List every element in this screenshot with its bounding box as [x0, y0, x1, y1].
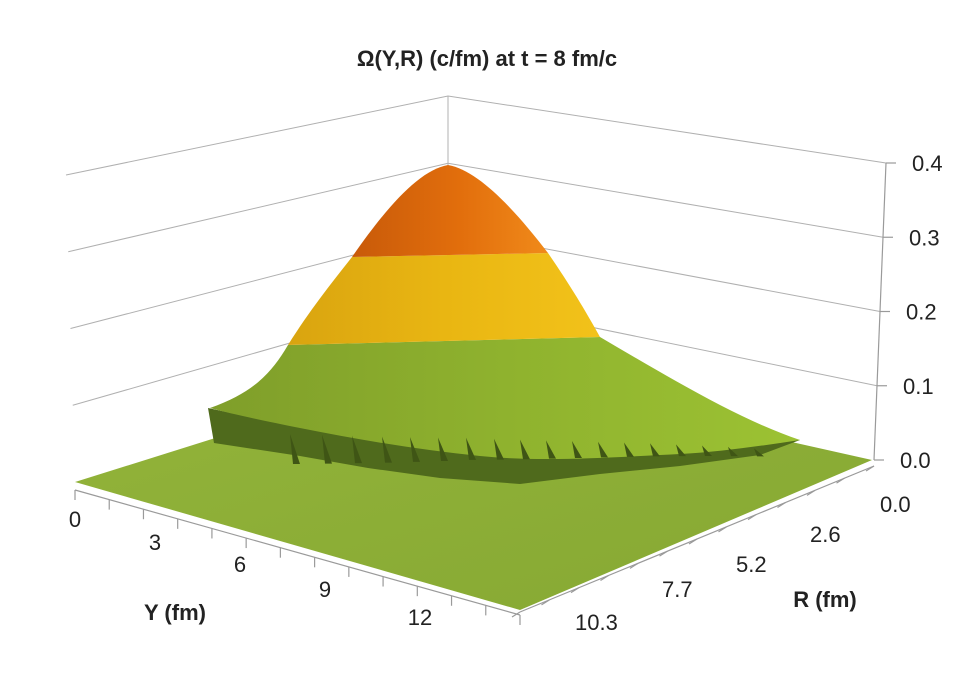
grid-line-z [65, 95, 887, 176]
x-tick-label: 9 [319, 577, 331, 602]
y-tick-mark [600, 574, 609, 582]
y-tick-mark [629, 562, 639, 569]
y-tick-mark [718, 526, 727, 533]
y-tick-mark [688, 538, 698, 545]
y-tick-mark [806, 489, 816, 496]
z-tick-label: 0.1 [903, 374, 934, 399]
x-tick-label: 3 [149, 530, 161, 555]
x-tick-label: 6 [234, 552, 246, 577]
z-tick-label: 0.0 [900, 448, 931, 473]
edge-tooth [438, 437, 448, 461]
edge-tooth [494, 438, 504, 460]
y-tick-mark [836, 477, 845, 484]
surface-edge-shadow [208, 408, 800, 484]
y-tick-mark [865, 465, 875, 472]
edge-tooth [352, 435, 362, 464]
y-tick-label: 2.6 [810, 522, 841, 547]
z-tick-label: 0.3 [909, 225, 940, 250]
y-tick-mark [659, 550, 668, 557]
edge-tooth [676, 444, 686, 457]
y-tick-label: 10.3 [575, 610, 618, 635]
x-tick-label: 12 [408, 605, 432, 630]
edge-tooth [572, 441, 582, 459]
edge-tooth [546, 440, 556, 459]
y-tick-mark [570, 587, 580, 594]
edge-tooth [728, 446, 738, 457]
surface-plot [75, 165, 872, 610]
x-axis-label: Y (fm) [144, 600, 206, 625]
edge-tooth [322, 434, 332, 464]
edge-tooth [466, 437, 476, 460]
axes [74, 162, 896, 625]
y-tick-mark [541, 599, 550, 606]
y-axis-label: R (fm) [793, 587, 857, 612]
z-tick-label: 0.2 [906, 300, 937, 325]
y-tick-label: 0.0 [880, 492, 911, 517]
y-tick-mark [747, 514, 757, 521]
surface-edge-teeth [290, 434, 764, 464]
z-axis-line [873, 162, 887, 461]
edge-tooth [702, 445, 712, 457]
edge-tooth [410, 437, 420, 462]
y-tick-label: 5.2 [736, 552, 767, 577]
x-tick-label: 0 [69, 507, 81, 532]
edge-tooth [754, 448, 764, 457]
x-axis-line [74, 489, 521, 616]
edge-tooth [624, 442, 634, 457]
z-tick-label: 0.4 [912, 151, 943, 176]
surface-band-green [210, 337, 800, 460]
tick-labels: 0.0 0.1 0.2 0.3 0.4 0 3 6 9 12 0.0 2.6 5.2 7.7 10.3 [69, 151, 943, 635]
y-tick-mark [777, 501, 786, 509]
edge-tooth [290, 434, 300, 464]
edge-tooth [650, 443, 660, 457]
edge-tooth [598, 441, 608, 458]
surface-band-orange [352, 165, 548, 257]
surface-band-yellow [288, 253, 600, 345]
y-tick-label: 7.7 [662, 577, 693, 602]
edge-tooth [382, 436, 392, 463]
chart-title: Ω(Y,R) (c/fm) at t = 8 fm/c [357, 46, 617, 71]
edge-tooth [520, 439, 530, 460]
y-tick-mark [511, 611, 521, 618]
